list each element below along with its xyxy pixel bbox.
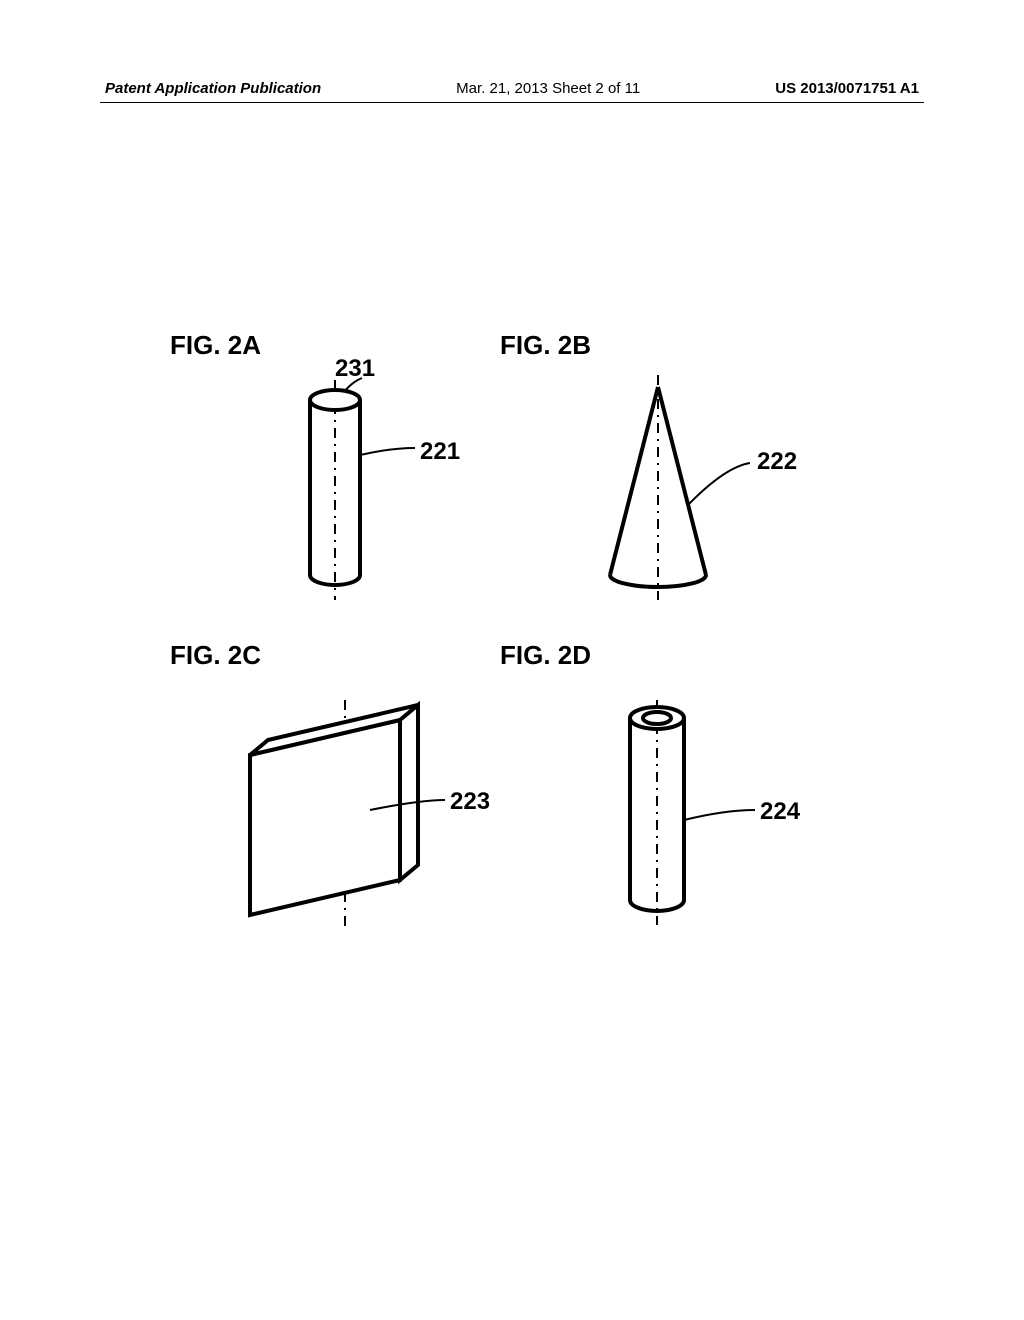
fig-2c-plate — [225, 700, 505, 960]
fig-2c-label: FIG. 2C — [170, 640, 261, 671]
fig-2b-cone — [580, 375, 800, 635]
leader-231 — [344, 378, 362, 392]
plate-side — [400, 705, 418, 880]
fig-2a-label: FIG. 2A — [170, 330, 261, 361]
header-publication: Patent Application Publication — [105, 80, 321, 97]
leader-222 — [688, 463, 750, 505]
fig-2b-label: FIG. 2B — [500, 330, 591, 361]
fig-2d-tube — [595, 700, 815, 960]
header-rule — [100, 102, 924, 103]
cone-right — [658, 387, 706, 575]
ref-231: 231 — [335, 355, 375, 383]
cone-left — [610, 387, 658, 575]
page-header: Patent Application Publication Mar. 21, … — [0, 80, 1024, 97]
leader-224 — [684, 810, 755, 820]
fig-2d-label: FIG. 2D — [500, 640, 591, 671]
cylinder-top — [310, 390, 360, 410]
header-sheet: Mar. 21, 2013 Sheet 2 of 11 — [456, 80, 640, 97]
fig-2a-cylinder — [280, 380, 480, 640]
header-patent-number: US 2013/0071751 A1 — [775, 80, 919, 97]
leader-221 — [360, 448, 415, 455]
tube-inner-top — [643, 712, 671, 724]
